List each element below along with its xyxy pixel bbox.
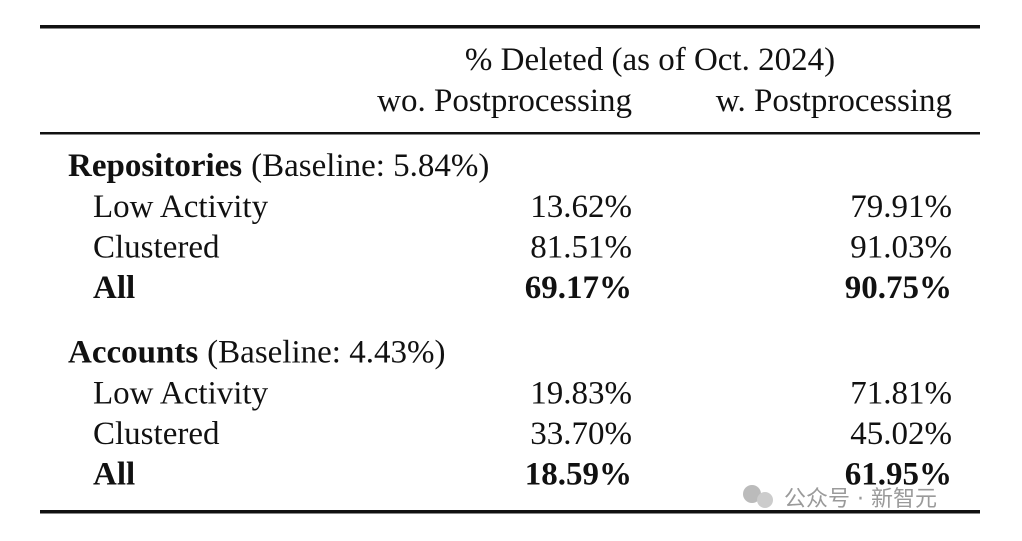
section-title: Accounts (Baseline: 4.43%) [68, 335, 445, 371]
row-label: Low Activity [93, 376, 269, 412]
row-label: All [93, 270, 135, 306]
column-header: w. Postprocessing [716, 83, 952, 119]
cell-value: 79.91% [850, 189, 952, 225]
section-name: Repositories [68, 148, 242, 184]
row-label: Low Activity [93, 189, 269, 225]
cell-value: 90.75% [845, 270, 952, 306]
watermark-icon [757, 492, 773, 508]
row-label: Clustered [93, 416, 220, 452]
bottom-rule [40, 510, 980, 514]
watermark-icon [743, 485, 761, 503]
watermark: 公众号 · 新智元 [743, 485, 937, 512]
section-name: Accounts [68, 335, 198, 371]
cell-value: 45.02% [850, 416, 952, 452]
cell-value: 13.62% [530, 189, 632, 225]
section-note: (Baseline: 5.84%) [251, 148, 489, 184]
section-note: (Baseline: 4.43%) [207, 335, 445, 371]
row-label: Clustered [93, 230, 220, 266]
top-rule [40, 25, 980, 29]
mid-rule [40, 132, 980, 135]
table-body: Repositories (Baseline: 5.84%) Low Activit… [68, 148, 952, 493]
group-header: % Deleted (as of Oct. 2024) [465, 42, 835, 78]
cell-value: 91.03% [850, 230, 952, 266]
cell-value: 33.70% [530, 416, 632, 452]
cell-value: 18.59% [525, 457, 632, 493]
watermark-text: 公众号 · 新智元 [784, 487, 937, 512]
row-label: All [93, 457, 135, 493]
cell-value: 61.95% [845, 457, 952, 493]
cell-value: 69.17% [525, 270, 632, 306]
cell-value: 81.51% [530, 230, 632, 266]
cell-value: 71.81% [850, 376, 952, 412]
section-title: Repositories (Baseline: 5.84%) [68, 148, 489, 184]
cell-value: 19.83% [530, 376, 632, 412]
column-header: wo. Postprocessing [377, 83, 632, 119]
